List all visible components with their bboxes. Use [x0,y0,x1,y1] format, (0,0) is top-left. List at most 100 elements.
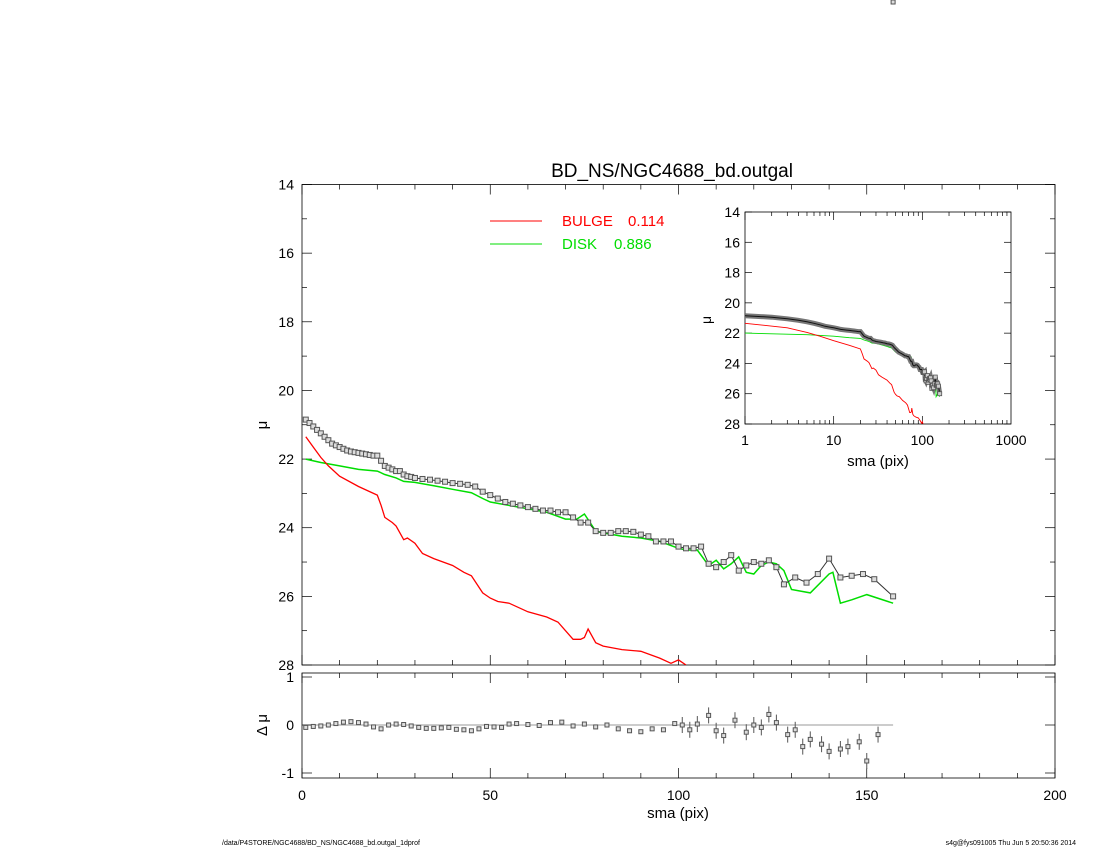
y-tick-label: 28 [278,657,294,673]
y-tick-label: 24 [278,520,294,536]
data-point [494,495,501,502]
residual-point [386,722,392,728]
data-point [713,564,720,571]
residual-point [393,721,399,727]
residual-point [506,721,512,727]
residual-point [499,724,505,730]
residual-point [864,758,870,764]
residual-point [766,711,772,717]
residual-point [758,724,764,730]
inset-data-point [928,378,934,384]
res-y-tick-label: 1 [286,669,294,685]
data-point [472,483,479,490]
data-point [314,426,321,433]
y-tick-label: 14 [278,177,294,193]
data-point [675,543,682,550]
residual-point [581,721,587,727]
residual-point [890,0,896,5]
data-point [750,559,757,566]
inset-data-point [922,369,927,375]
residual-point [514,721,520,727]
residual-point [800,744,806,750]
data-point [690,545,697,552]
y-tick-label: 26 [278,588,294,604]
inset-x-tick-label: 1 [741,432,749,448]
data-point [321,433,328,440]
residual-point [773,720,779,726]
main-x-label: sma (pix) [647,805,709,822]
chart-title: BD_NS/NGC4688_bd.outgal [551,161,793,182]
residual-point [468,728,474,734]
data-point [479,488,486,495]
residual-point [570,723,576,729]
residual-point [837,746,843,752]
inset-data-point [936,383,941,389]
res-y-tick-label: 0 [286,717,294,733]
residual-point [318,723,324,729]
data-point [890,593,897,600]
data-point [622,528,629,535]
x-tick-label: 150 [855,787,879,803]
footer-stamp: s4g@fys091005 Thu Jun 5 20:50:36 2014 [945,840,1076,847]
residual-point [687,727,693,733]
data-point [683,545,690,552]
residual-point [807,736,813,742]
residual-point [446,724,452,730]
data-point [396,468,403,475]
data-point [773,564,780,571]
data-point [562,509,569,516]
residual-point [751,722,757,728]
data-point [615,528,622,535]
residual-point [371,724,377,730]
data-point [457,480,464,487]
inset-y-label: μ [698,316,714,324]
data-point [419,475,426,482]
data-point [720,559,727,566]
data-point [792,574,799,581]
residual-point [333,721,339,727]
residual-point [431,725,437,731]
residual-point [408,723,414,729]
inset-y-tick-label: 22 [724,325,740,341]
residual-point [348,719,354,725]
residual-point [785,732,791,738]
y-tick-label: 20 [278,382,294,398]
bulge-model-line [305,436,687,665]
res-y-tick-label: -1 [282,765,295,781]
data-point [449,480,456,487]
data-point [814,571,821,578]
data-point [645,533,652,540]
data-point [758,560,765,567]
residual-point [819,741,825,747]
legend-disk-name: DISK [562,236,597,253]
data-point [848,572,855,579]
residual-point [438,725,444,731]
x-tick-label: 200 [1043,787,1067,803]
data-point [630,528,637,535]
residual-plot: 10-10 50 100 150 200 [282,0,1067,803]
residual-point [732,717,738,723]
residual-point [604,722,610,728]
legend-bulge-name: BULGE [562,213,613,230]
x-tick-label: 100 [667,787,691,803]
data-point [310,423,317,430]
main-plot: 14 16 18 20 22 24 26 28 [278,177,1056,673]
residual-point [547,720,553,726]
data-point [728,552,735,559]
residual-point [593,724,599,730]
residual-point [378,726,384,732]
x-tick-label: 0 [298,787,306,803]
inset-y-tick-label: 20 [724,295,740,311]
inset-y-tick-label: 18 [724,265,740,281]
data-point [524,504,531,511]
y-tick-label: 16 [278,245,294,261]
residual-point [363,721,369,727]
residual-point [792,727,798,733]
residual-point [615,726,621,732]
residual-point [649,726,655,732]
data-point [871,576,878,583]
data-point [374,452,381,459]
residual-point [325,722,331,728]
residual-point [721,733,727,739]
data-point [378,457,385,464]
